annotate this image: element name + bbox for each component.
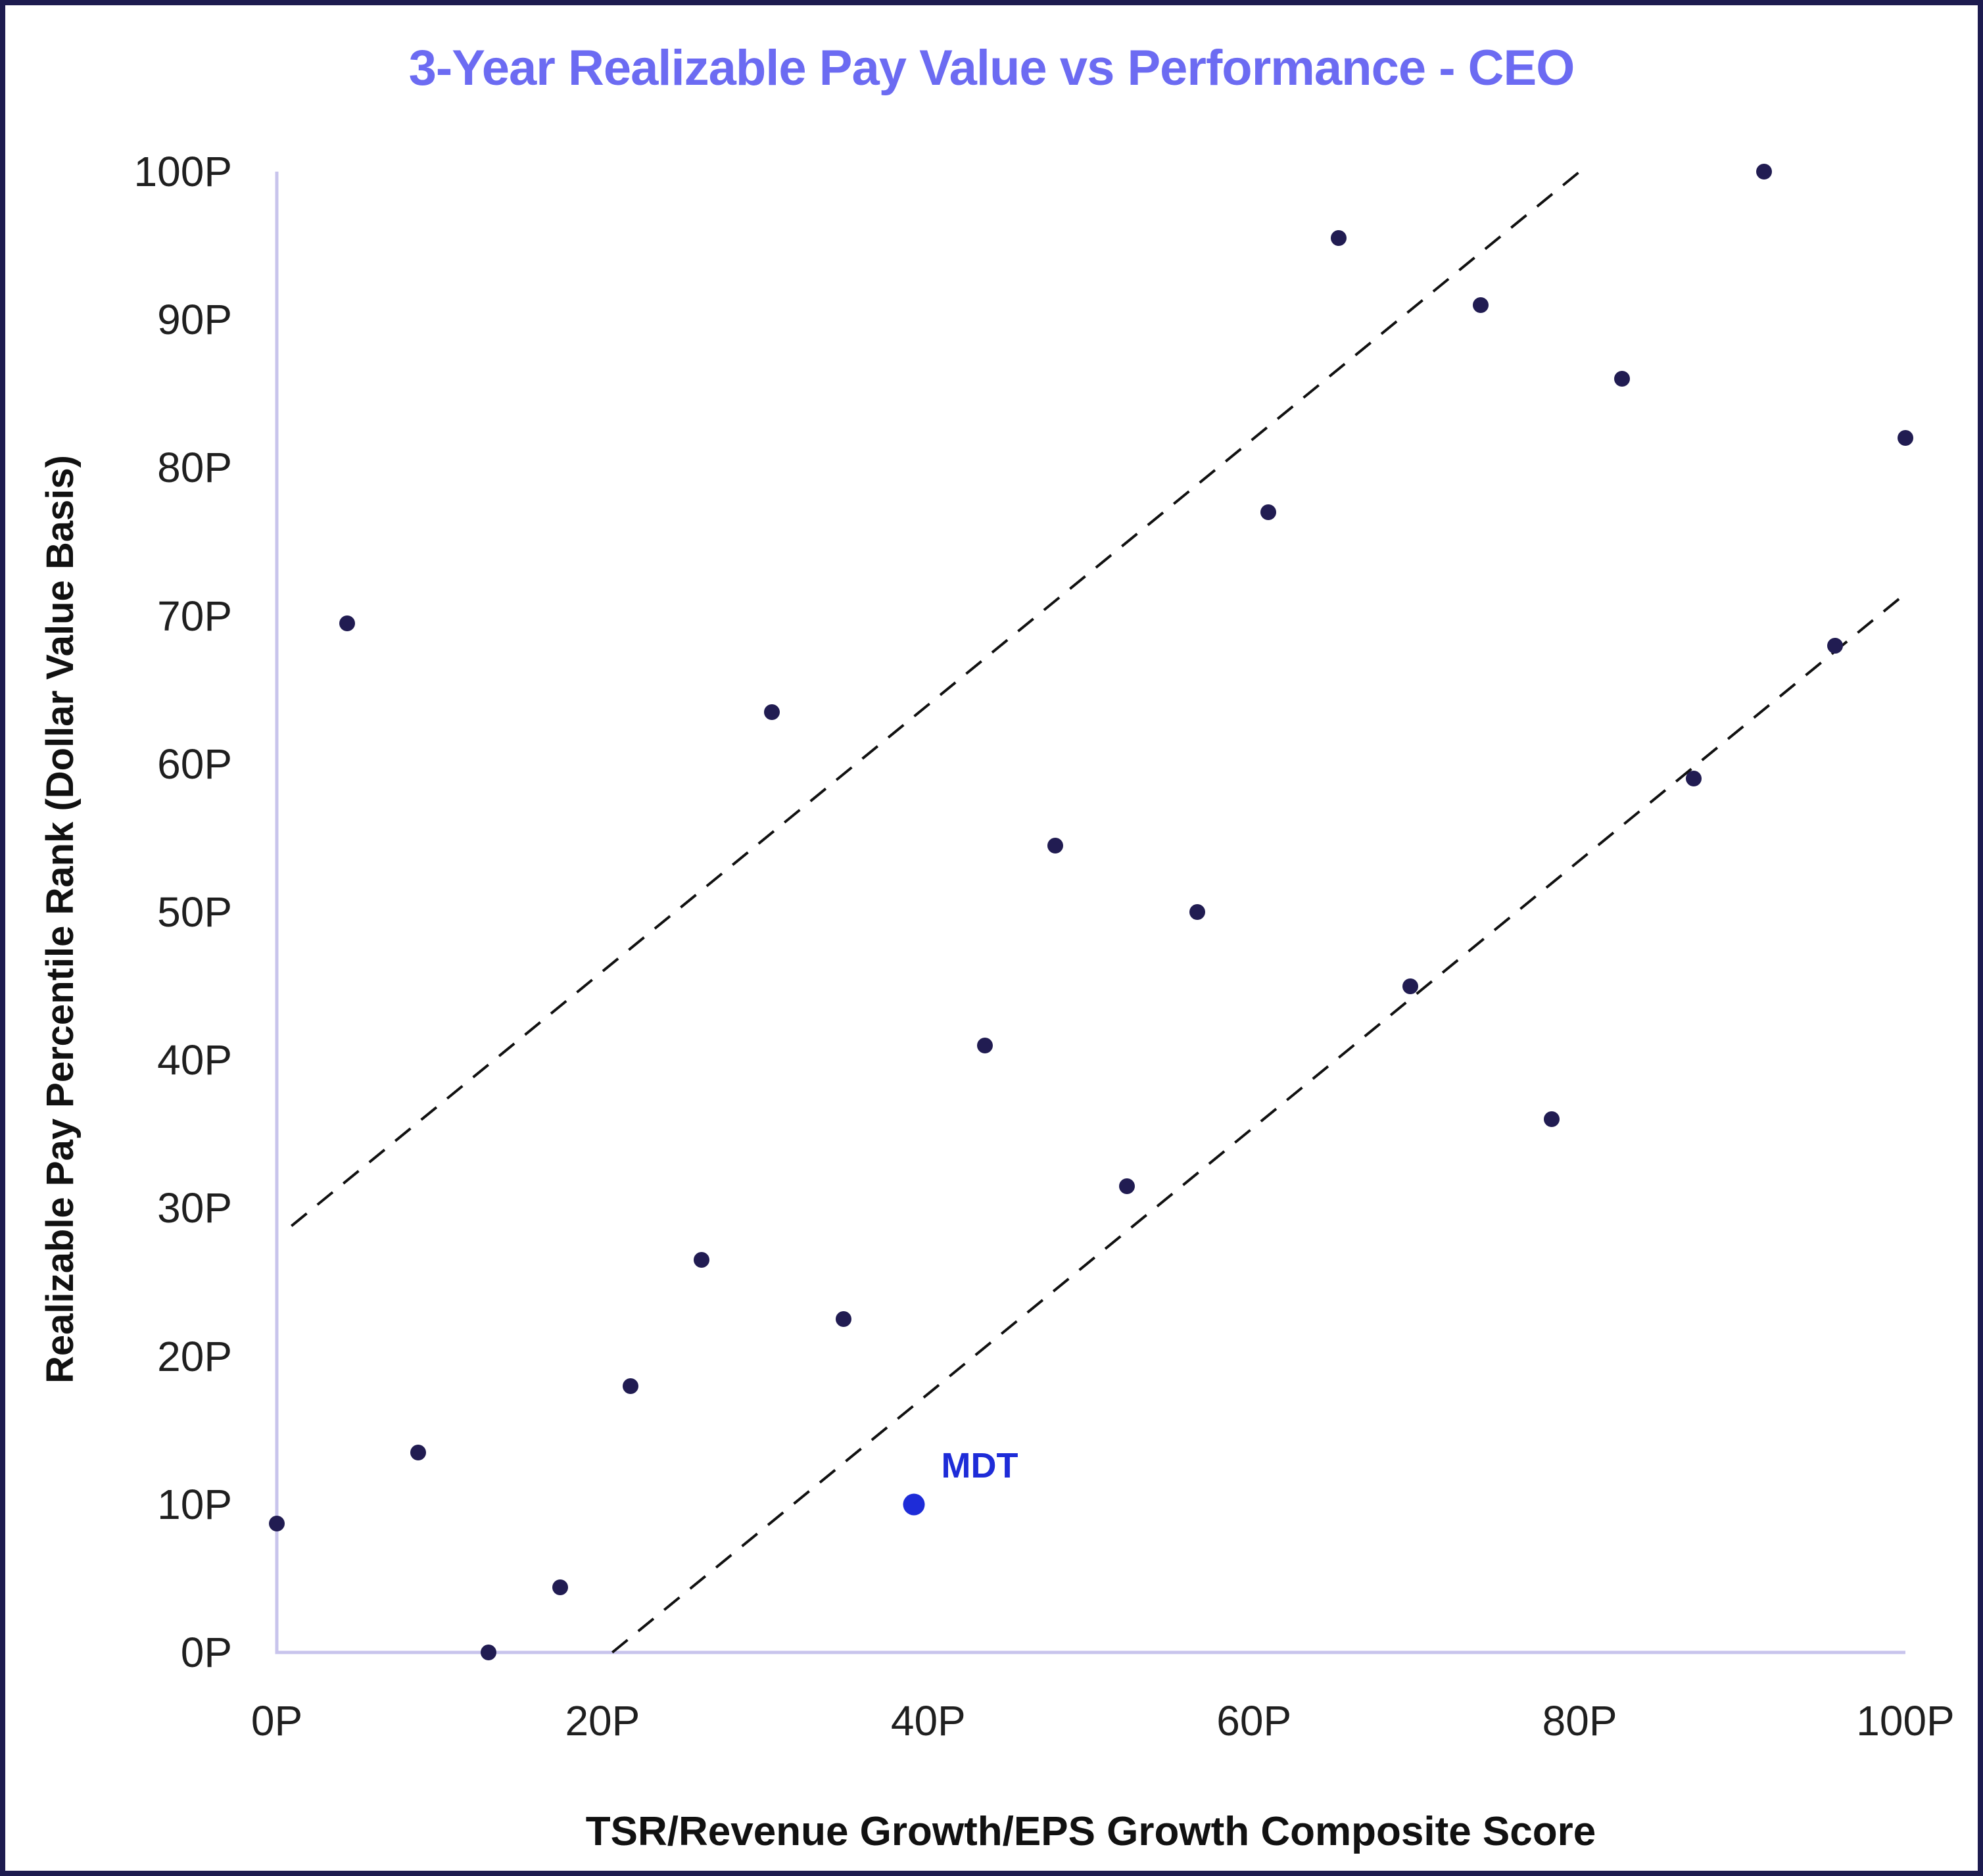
y-tick-label-20P: 20P xyxy=(157,1332,232,1380)
data-point xyxy=(1756,164,1772,180)
data-point xyxy=(694,1252,710,1268)
lower-band-dashed-line xyxy=(611,592,1907,1654)
y-tick-label-90P: 90P xyxy=(157,296,232,344)
y-tick-label-100P: 100P xyxy=(133,148,232,195)
data-point xyxy=(1614,371,1630,387)
y-tick-label-30P: 30P xyxy=(157,1184,232,1232)
data-point xyxy=(1898,430,1913,446)
data-point xyxy=(977,1037,993,1053)
data-point xyxy=(622,1378,638,1394)
axis-line xyxy=(275,172,1905,1654)
data-point xyxy=(1189,904,1205,920)
y-tick-label-70P: 70P xyxy=(157,592,232,640)
data-point xyxy=(481,1645,496,1660)
data-point xyxy=(1402,978,1418,994)
data-point xyxy=(835,1311,851,1328)
data-point xyxy=(1544,1111,1560,1128)
data-point xyxy=(552,1579,568,1595)
data-point xyxy=(1827,637,1844,654)
chart-title: 3-Year Realizable Pay Value vs Performan… xyxy=(408,40,1575,96)
upper-band-dashed-line xyxy=(291,170,1581,1227)
data-point xyxy=(339,615,355,631)
data-point xyxy=(1331,230,1347,247)
mdt-point-label: MDT xyxy=(941,1445,1018,1485)
data-point xyxy=(1472,297,1489,313)
plot-svg xyxy=(275,170,1907,1654)
y-tick-label-50P: 50P xyxy=(157,888,232,936)
x-tick-label-80P: 80P xyxy=(1542,1697,1617,1744)
y-tick-label-60P: 60P xyxy=(157,740,232,788)
x-axis-title: TSR/Revenue Growth/EPS Growth Composite … xyxy=(585,1809,1596,1854)
data-point xyxy=(1260,504,1277,520)
x-tick-label-20P: 20P xyxy=(565,1697,640,1744)
y-tick-label-80P: 80P xyxy=(157,444,232,492)
y-tick-label-40P: 40P xyxy=(157,1036,232,1084)
data-point xyxy=(1685,771,1702,787)
data-point xyxy=(269,1516,285,1532)
data-point xyxy=(1118,1178,1135,1194)
x-tick-label-40P: 40P xyxy=(890,1697,966,1744)
data-point xyxy=(1047,837,1063,854)
y-tick-label-10P: 10P xyxy=(157,1480,232,1528)
data-point xyxy=(410,1444,427,1460)
mdt-point xyxy=(903,1493,924,1516)
x-tick-label-0P: 0P xyxy=(251,1697,303,1744)
x-tick-label-100P: 100P xyxy=(1856,1697,1955,1744)
data-point xyxy=(764,704,780,720)
y-tick-label-0P: 0P xyxy=(180,1629,232,1676)
x-tick-label-60P: 60P xyxy=(1216,1697,1292,1744)
